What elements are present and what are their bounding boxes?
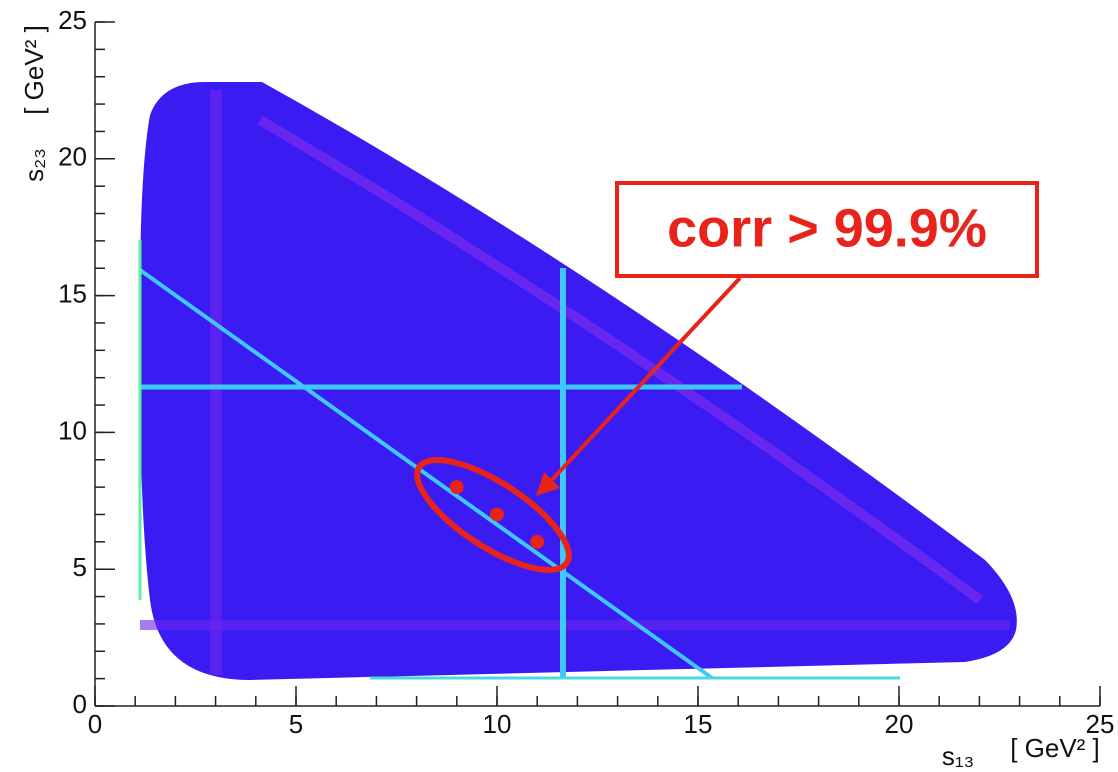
x-tick-label: 25 [1086,709,1115,739]
arrow-head [536,472,560,496]
x-tick-label: 20 [885,709,914,739]
y-axis-unit: [ GeV² ] [19,25,49,115]
y-tick-label: 25 [58,5,87,35]
point [490,507,504,522]
x-axis-unit: [ GeV² ] [1010,733,1100,763]
point [449,480,464,495]
x-tick-label: 15 [684,709,713,739]
y-tick-label: 10 [58,415,87,445]
arrow [546,276,742,486]
x-tick-label: 10 [483,709,512,739]
x-axis-label: s₁₃ [942,741,974,771]
y-tick-label: 5 [73,552,87,582]
highlight-ellipse [414,457,572,573]
x-tick-label: 5 [289,709,303,739]
annotation: corr > 99.9% [667,198,987,258]
phase-space-region [138,82,1017,680]
point [530,534,545,549]
y-tick-label: 20 [58,142,87,172]
annotation-box [615,181,1039,278]
y-tick-label: 15 [58,278,87,308]
y-axis-label: s₂₃ [19,148,49,182]
x-tick-label: 0 [88,709,102,739]
y-tick-label: 0 [73,689,87,719]
